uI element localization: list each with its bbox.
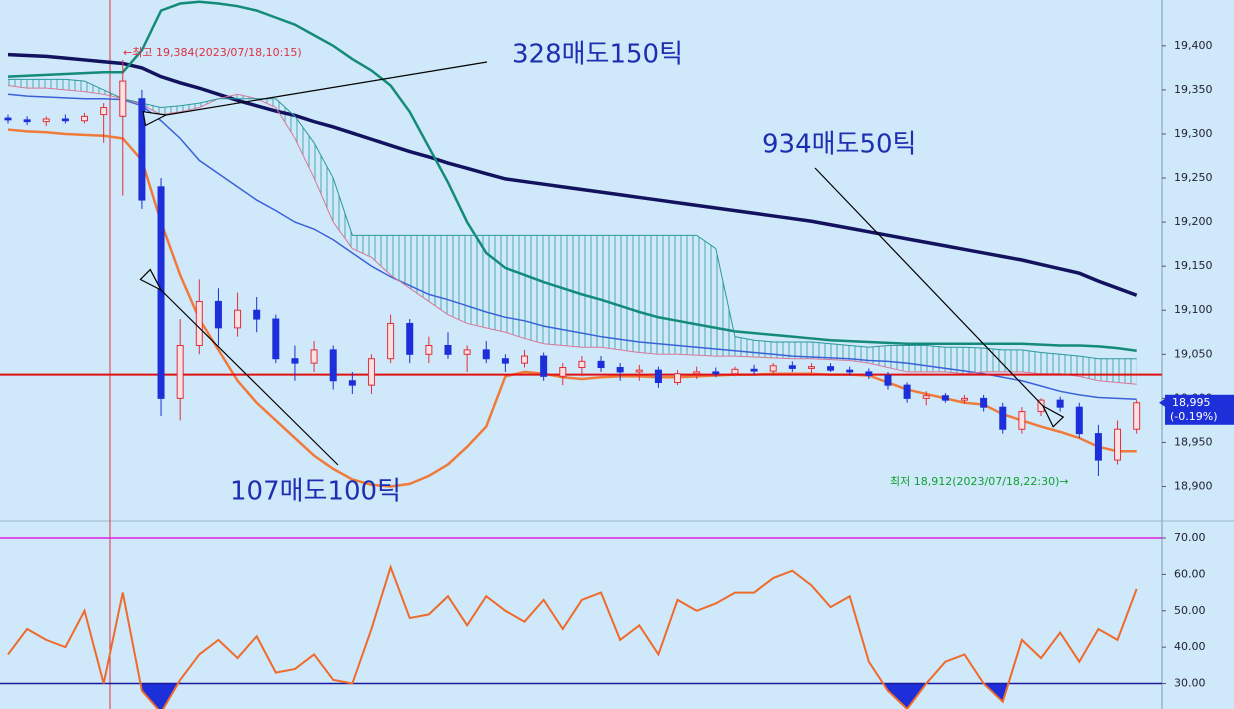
candle-body xyxy=(1094,433,1102,461)
annotations: 328매도150틱 934매도50틱 107매도100틱 ←최고 19,384(… xyxy=(123,40,1069,507)
indicator-line xyxy=(7,93,1137,401)
candle-body xyxy=(1018,411,1026,430)
y-tick-label: 18,900 xyxy=(1174,480,1213,493)
indicator-line xyxy=(7,84,1137,385)
y-tick-label: 19,200 xyxy=(1174,215,1213,228)
arrow xyxy=(142,61,488,127)
candle-body xyxy=(693,371,701,375)
arrow xyxy=(814,167,1065,428)
candle-body xyxy=(42,118,50,123)
oscillator-panel xyxy=(0,537,1162,709)
candle-body xyxy=(176,344,184,399)
indicator-line xyxy=(8,78,1137,360)
candle-body xyxy=(367,358,375,386)
axes: 18,90018,95019,00019,05019,10019,15019,2… xyxy=(1159,39,1234,690)
price-tag-label: 18,995 xyxy=(1172,396,1211,409)
candle-body xyxy=(903,384,911,399)
candle-body xyxy=(980,397,988,408)
y-tick-label: 19,300 xyxy=(1174,127,1213,140)
candle-body xyxy=(272,318,280,360)
candle-body xyxy=(291,358,299,364)
candle-body xyxy=(195,300,203,346)
candle-body xyxy=(731,368,739,375)
candle-body xyxy=(540,355,548,377)
candle-body xyxy=(769,365,777,372)
price-tag-change: (-0.19%) xyxy=(1170,410,1218,423)
candle-body xyxy=(961,397,968,401)
annotation: 934매도50틱 xyxy=(762,130,916,160)
candle-body xyxy=(4,117,12,121)
candle-body xyxy=(712,371,720,375)
candle-body xyxy=(61,118,69,122)
candle-body xyxy=(865,371,873,376)
y-tick-label: 19,150 xyxy=(1174,259,1213,272)
candle-body xyxy=(827,366,835,371)
price-tag-pointer xyxy=(1159,398,1165,407)
y-tick-label: 60.00 xyxy=(1174,567,1206,580)
candle-body xyxy=(635,369,643,373)
indicator-line xyxy=(7,52,1138,297)
price-tag xyxy=(1165,394,1234,425)
candle-body xyxy=(444,344,452,355)
candle-body xyxy=(234,309,242,329)
y-tick-label: 19,350 xyxy=(1174,83,1213,96)
cloud xyxy=(8,79,1137,385)
candle-body xyxy=(922,395,930,399)
y-tick-label: 19,250 xyxy=(1174,171,1213,184)
candle-body xyxy=(482,349,490,360)
candle-body xyxy=(788,365,796,369)
candle-body xyxy=(214,300,222,329)
y-tick-label: 40.00 xyxy=(1174,640,1206,653)
candle-body xyxy=(1133,402,1141,430)
candle-body xyxy=(100,107,108,116)
price-panel xyxy=(0,0,1162,488)
candle-body xyxy=(1056,399,1064,408)
high-note: ←최고 19,384(2023/07/18,10:15) xyxy=(123,46,302,59)
low-note: 최저 18,912(2023/07/18,22:30)→ xyxy=(890,475,1069,488)
candle-body xyxy=(750,368,758,372)
candle-body xyxy=(521,355,529,364)
candle-body xyxy=(138,98,146,201)
oscillator-line xyxy=(7,564,1138,709)
candle-body xyxy=(253,309,261,320)
y-tick-label: 50.00 xyxy=(1174,604,1206,617)
candle-body xyxy=(329,349,337,382)
candle-body xyxy=(348,380,356,386)
candle-body xyxy=(597,360,605,369)
y-tick-label: 18,950 xyxy=(1174,435,1213,448)
annotation: 107매도100틱 xyxy=(230,477,401,507)
candle-body xyxy=(1114,428,1122,461)
candle-body xyxy=(119,80,127,117)
arrow xyxy=(139,268,339,466)
candle-body xyxy=(941,395,949,401)
y-tick-label: 30.00 xyxy=(1174,677,1206,690)
y-tick-label: 70.00 xyxy=(1174,531,1206,544)
candle-body xyxy=(578,360,586,369)
candle-body xyxy=(999,406,1007,430)
candle-body xyxy=(81,115,89,122)
candle-body xyxy=(846,369,854,373)
candle-body xyxy=(387,322,395,360)
annotation: 328매도150틱 xyxy=(512,40,683,70)
candle-body xyxy=(425,344,433,355)
indicator-line xyxy=(7,0,1137,353)
y-tick-label: 19,400 xyxy=(1174,39,1213,52)
oversold-fill xyxy=(140,684,1009,709)
candle-body xyxy=(463,349,471,355)
candle-body xyxy=(23,119,31,123)
candle-body xyxy=(406,322,414,355)
candle-body xyxy=(654,369,662,384)
candle-body xyxy=(501,358,509,364)
candle-body xyxy=(559,367,567,377)
candle-body xyxy=(807,366,815,369)
y-tick-label: 19,050 xyxy=(1174,347,1213,360)
candle-body xyxy=(616,367,624,373)
candle-body xyxy=(310,349,318,364)
y-tick-label: 19,100 xyxy=(1174,303,1213,316)
candle-body xyxy=(1075,406,1083,435)
candle-body xyxy=(674,373,682,384)
candle-body xyxy=(884,374,892,386)
